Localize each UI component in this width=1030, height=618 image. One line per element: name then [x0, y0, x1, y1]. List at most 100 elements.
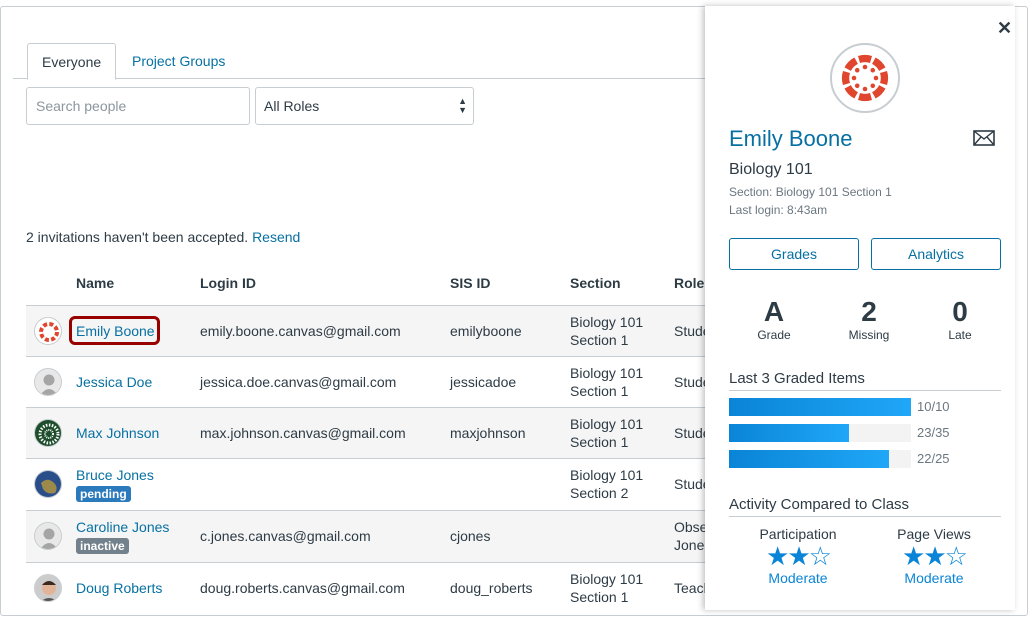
sis-id: maxjohnson [450, 424, 526, 441]
user-avatar[interactable] [34, 574, 62, 602]
row-divider [26, 305, 716, 306]
star-filled-icon: ★ [766, 541, 789, 571]
activity-label: Participation [759, 526, 837, 542]
user-tray: ✕ Emily Boone Biology 101 Section: Biolo… [705, 6, 1015, 610]
canvas-logo-icon [841, 54, 889, 102]
user-name-link[interactable]: Emily Boone [729, 126, 853, 151]
tab-everyone[interactable]: Everyone [27, 43, 117, 80]
section-line: Section 1 [570, 331, 629, 348]
analytics-button[interactable]: Analytics [871, 238, 1001, 270]
stat-label: Missing [848, 328, 890, 342]
user-name-link[interactable]: Doug Roberts [76, 580, 163, 596]
user-avatar[interactable] [34, 418, 62, 447]
activity-level-link[interactable]: Moderate [904, 570, 964, 586]
search-input[interactable] [26, 87, 250, 125]
tab-project-groups[interactable]: Project Groups [132, 53, 226, 69]
stat-late: 0 Late [920, 296, 1000, 342]
section-line: Biology 101 [570, 364, 644, 381]
grade-bar-label: 23/35 [917, 425, 950, 440]
user-name-link[interactable]: Caroline Jones [76, 519, 170, 535]
login-id: c.jones.canvas@gmail.com [200, 528, 371, 544]
activity-participation: Participation ★★☆ Moderate [738, 526, 858, 586]
stat-value: 2 [861, 296, 877, 327]
user-avatar[interactable] [34, 522, 62, 550]
grade-bar-fill [729, 424, 849, 442]
user-name-link[interactable]: Max Johnson [76, 424, 160, 441]
section-line: Biology 101 [570, 415, 644, 432]
grades-button[interactable]: Grades [729, 238, 859, 270]
stat-missing: 2 Missing [829, 296, 909, 342]
user-avatar[interactable] [34, 470, 62, 498]
select-arrows-icon: ▲ ▼ [458, 96, 467, 115]
star-filled-icon: ★ [787, 541, 810, 571]
table-row: Bruce Jones pending Biology 101 Section 2 … [26, 458, 716, 510]
sis-id: cjones [450, 528, 491, 544]
activity-page-views: Page Views ★★☆ Moderate [874, 526, 994, 586]
grade-bar [729, 398, 911, 416]
user-name-link[interactable]: Emily Boone [76, 322, 155, 339]
role-line: Obse [674, 519, 708, 535]
row-divider [26, 562, 716, 563]
section: Biology 101 Section 2 [570, 466, 643, 502]
section: Biology 101 Section 1 [570, 570, 643, 606]
stat-grade: A Grade [734, 296, 814, 342]
role: Obse Jones [674, 518, 711, 554]
section-line: Biology 101 [570, 467, 644, 483]
star-filled-icon: ★ [902, 541, 925, 571]
resend-link[interactable]: Resend [252, 229, 301, 245]
role-select-value: All Roles [264, 98, 320, 114]
role: Stude [674, 373, 711, 390]
highlight-outline [69, 316, 160, 345]
header-role[interactable]: Role [674, 275, 705, 291]
activity-level-link[interactable]: Moderate [768, 570, 828, 586]
grade-bar-label: 22/25 [917, 451, 950, 466]
activity-heading: Activity Compared to Class [729, 496, 1001, 517]
header-name[interactable]: Name [76, 275, 115, 291]
sis-id: jessicadoe [450, 373, 517, 390]
section-text: Section: Biology 101 Section 1 [729, 185, 892, 199]
close-icon[interactable]: ✕ [997, 18, 1013, 38]
table-row: Jessica Doe jessica.doe.canvas@gmail.com… [26, 356, 716, 407]
header-section[interactable]: Section [570, 275, 621, 291]
section-line: Section 2 [570, 485, 629, 501]
stat-label: Late [948, 328, 972, 342]
section-line: Section 1 [570, 433, 629, 450]
course-name: Biology 101 [729, 161, 813, 178]
star-filled-icon: ★ [923, 541, 946, 571]
stat-value: 0 [952, 296, 968, 327]
star-rating: ★★☆ [874, 542, 994, 570]
row-divider [26, 458, 716, 459]
graded-items-heading: Last 3 Graded Items [729, 370, 1001, 391]
grade-bar [729, 424, 911, 442]
grade-bar-fill [729, 450, 890, 468]
role-line: Jones [674, 537, 712, 553]
header-login-id[interactable]: Login ID [200, 275, 256, 291]
user-name-link[interactable]: Bruce Jones [76, 467, 154, 483]
stat-label: Grade [757, 328, 791, 342]
table-row: Max Johnson max.johnson.canvas@gmail.com… [26, 407, 716, 458]
star-empty-icon: ☆ [944, 541, 968, 571]
table-row: Doug Roberts doug.roberts.canvas@gmail.c… [26, 562, 716, 614]
mail-icon[interactable] [973, 130, 995, 151]
header-sis-id[interactable]: SIS ID [450, 275, 491, 291]
last-login-text: Last login: 8:43am [729, 203, 828, 217]
user-avatar[interactable] [34, 316, 62, 345]
user-avatar[interactable] [34, 367, 62, 396]
row-divider [26, 356, 716, 357]
star-rating: ★★☆ [738, 542, 858, 570]
login-id: emily.boone.canvas@gmail.com [200, 322, 401, 339]
row-divider [26, 510, 716, 511]
role: Teach [674, 580, 712, 596]
role: Stude [674, 424, 711, 441]
row-divider [26, 407, 716, 408]
user-name-link[interactable]: Jessica Doe [76, 373, 153, 390]
role: Stude [674, 476, 711, 492]
role-select[interactable]: All Roles ▲ ▼ [255, 87, 474, 125]
invitation-text: 2 invitations haven't been accepted. [26, 229, 249, 245]
section-line: Section 1 [570, 589, 629, 605]
role: Stude [674, 322, 711, 339]
sis-id: emilyboone [450, 322, 522, 339]
stat-value: A [763, 296, 785, 327]
login-id: doug.roberts.canvas@gmail.com [200, 580, 405, 596]
login-id: jessica.doe.canvas@gmail.com [200, 373, 397, 390]
